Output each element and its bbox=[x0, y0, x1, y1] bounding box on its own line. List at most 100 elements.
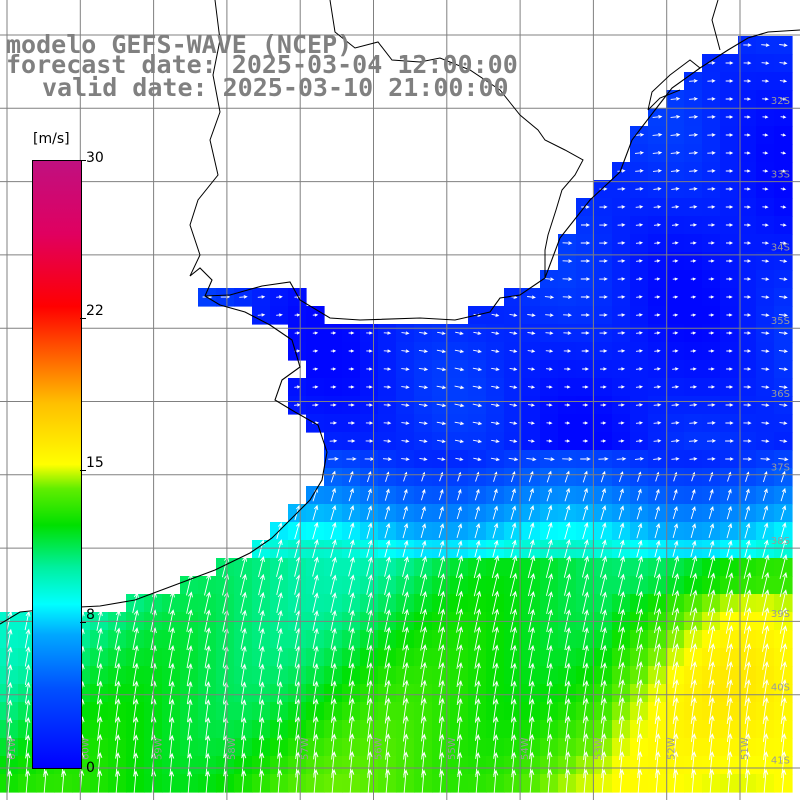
wind-vector bbox=[312, 521, 319, 540]
wind-vector bbox=[509, 349, 518, 353]
wind-vector bbox=[420, 506, 426, 520]
wind-vector bbox=[528, 590, 536, 615]
wind-vector bbox=[652, 132, 663, 137]
wind-vector bbox=[617, 169, 626, 173]
wind-vector bbox=[401, 421, 410, 425]
wind-vector bbox=[348, 627, 355, 650]
wind-vector bbox=[745, 768, 751, 797]
wind-vector bbox=[186, 627, 193, 650]
wind-vector bbox=[726, 313, 733, 317]
wind-vector bbox=[276, 681, 283, 704]
wind-vector bbox=[528, 626, 535, 651]
wind-vector bbox=[600, 504, 607, 521]
wind-vector bbox=[168, 627, 175, 650]
wind-vector bbox=[546, 627, 553, 650]
wind-vector bbox=[600, 697, 607, 724]
wind-vector bbox=[779, 403, 788, 407]
wind-vector bbox=[472, 439, 483, 444]
wind-vector bbox=[475, 716, 481, 741]
wind-vector bbox=[509, 572, 518, 597]
wind-vector bbox=[528, 698, 535, 723]
colorbar-tickmark bbox=[80, 160, 86, 161]
wind-vector bbox=[564, 367, 571, 371]
wind-vector bbox=[743, 571, 752, 598]
wind-vector bbox=[330, 680, 337, 705]
wind-vector bbox=[329, 421, 338, 425]
wind-vector bbox=[330, 504, 337, 521]
wind-vector bbox=[635, 187, 644, 191]
wind-vector bbox=[617, 367, 626, 371]
wind-vector bbox=[454, 385, 465, 390]
wind-vector bbox=[169, 752, 175, 777]
wind-vector bbox=[527, 367, 536, 371]
wind-vector bbox=[547, 715, 553, 742]
wind-vector bbox=[637, 768, 643, 797]
wind-vector bbox=[672, 313, 679, 317]
wind-vector bbox=[115, 752, 121, 777]
wind-vector bbox=[636, 295, 643, 299]
wind-vector bbox=[132, 662, 139, 687]
wind-vector bbox=[330, 331, 337, 335]
wind-vector bbox=[780, 504, 787, 521]
wind-vector bbox=[205, 770, 211, 795]
wind-vector bbox=[618, 522, 625, 539]
wind-vector bbox=[492, 626, 499, 651]
wind-vector bbox=[348, 331, 355, 335]
wind-vector bbox=[544, 277, 555, 282]
wind-vector bbox=[636, 488, 642, 501]
wind-vector bbox=[528, 504, 535, 521]
wind-vector bbox=[726, 661, 733, 688]
wind-vector bbox=[671, 589, 680, 616]
wind-vector bbox=[421, 715, 427, 742]
wind-vector bbox=[419, 457, 428, 461]
wind-vector bbox=[438, 505, 444, 520]
wind-vector bbox=[564, 644, 571, 669]
wind-vector bbox=[204, 627, 211, 650]
wind-vector bbox=[708, 277, 715, 281]
wind-vector bbox=[366, 679, 373, 706]
wind-vector bbox=[348, 697, 355, 724]
latitude-label: 37S bbox=[771, 463, 790, 474]
wind-vector bbox=[492, 488, 498, 501]
latitude-label: 35S bbox=[771, 316, 790, 327]
wind-vector bbox=[366, 331, 373, 335]
wind-vector bbox=[439, 769, 445, 796]
wind-vector bbox=[348, 715, 355, 742]
wind-vector bbox=[618, 439, 625, 443]
wind-vector bbox=[780, 522, 787, 540]
wind-vector bbox=[384, 574, 391, 596]
wind-vector bbox=[600, 385, 607, 389]
wind-vector bbox=[689, 555, 698, 578]
wind-vector bbox=[689, 572, 698, 597]
wind-vector bbox=[780, 487, 786, 502]
wind-vector bbox=[670, 96, 681, 101]
wind-vector bbox=[672, 241, 679, 245]
wind-vector bbox=[672, 488, 678, 501]
wind-vector bbox=[258, 573, 265, 596]
wind-vector bbox=[383, 403, 392, 407]
wind-vector bbox=[114, 627, 121, 650]
wind-vector bbox=[529, 769, 535, 796]
wind-vector bbox=[564, 680, 571, 705]
wind-vector bbox=[366, 367, 373, 371]
wind-vector bbox=[366, 627, 373, 650]
wind-vector bbox=[743, 589, 752, 616]
wind-vector bbox=[366, 556, 373, 577]
wind-vector bbox=[259, 716, 265, 741]
wind-vector bbox=[383, 367, 392, 371]
wind-vector bbox=[726, 643, 734, 670]
wind-vector bbox=[690, 349, 697, 353]
wind-vector bbox=[726, 349, 733, 353]
wind-vector bbox=[690, 523, 697, 539]
wind-vector bbox=[510, 488, 516, 502]
wind-vector bbox=[383, 331, 392, 335]
wind-vector bbox=[186, 645, 193, 668]
wind-vector bbox=[636, 697, 643, 724]
wind-vector bbox=[384, 644, 391, 669]
wind-vector bbox=[528, 487, 534, 502]
wind-vector bbox=[529, 733, 535, 760]
wind-vector bbox=[778, 349, 789, 353]
wind-vector bbox=[688, 115, 699, 119]
wind-vector bbox=[457, 751, 463, 778]
wind-vector bbox=[780, 661, 787, 688]
